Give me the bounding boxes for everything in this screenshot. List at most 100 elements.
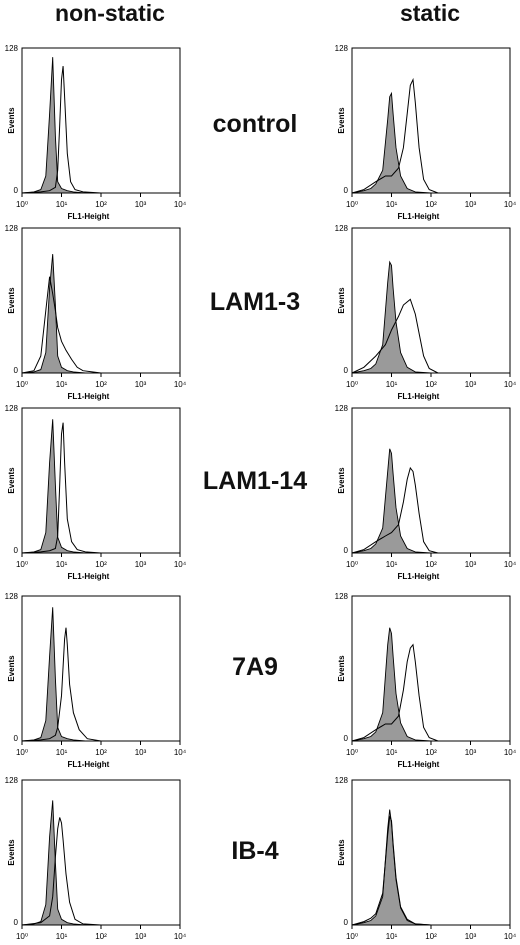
row-label-lam1-3: LAM1-3 (209, 288, 301, 316)
y-tick-label: 128 (5, 776, 19, 785)
column-title-non-static: non-static (55, 0, 165, 26)
plot-frame (351, 47, 511, 194)
x-axis-label: FL1-Height (67, 760, 109, 769)
y-axis-label: Events (337, 839, 346, 866)
open-histogram-line (21, 817, 102, 926)
histogram-lam1-14-non-static: 10⁰ 10¹ 10² 10³ 10⁴ 0 128 FL1-Height Events (5, 404, 187, 581)
plot-frame (351, 595, 511, 742)
y-tick-label: 0 (14, 186, 19, 195)
x-axis-label: FL1-Height (397, 212, 439, 221)
x-tick-label: 10² (425, 748, 437, 757)
histogram-7a9-static: 10⁰ 10¹ 10² 10³ 10⁴ 0 128 FL1-Height Events (335, 592, 517, 769)
y-tick-label: 0 (14, 546, 19, 555)
x-tick-label: 10¹ (386, 200, 398, 209)
x-axis-label: FL1-Height (397, 392, 439, 401)
x-tick-label: 10⁴ (504, 200, 517, 209)
y-tick-label: 0 (14, 366, 19, 375)
open-histogram-line (21, 276, 102, 374)
row-label-ib-4: IB-4 (231, 837, 279, 865)
x-tick-label: 10⁰ (16, 748, 28, 757)
x-tick-label: 10¹ (386, 560, 398, 569)
x-axis-label: FL1-Height (67, 572, 109, 581)
histogram-lam1-3-non-static: 10⁰ 10¹ 10² 10³ 10⁴ 0 128 FL1-Height Events (5, 224, 187, 401)
x-tick-label: 10¹ (56, 380, 68, 389)
x-tick-label: 10² (95, 380, 107, 389)
histogram-control-non-static: 10⁰ 10¹ 10² 10³ 10⁴ 0 128 FL1-Height Events (5, 44, 187, 221)
x-tick-label: 10⁴ (174, 748, 187, 757)
open-histogram-line (21, 66, 102, 194)
x-tick-label: 10³ (465, 380, 477, 389)
x-tick-label: 10² (95, 932, 107, 941)
y-tick-label: 0 (344, 734, 349, 743)
y-tick-label: 128 (5, 592, 19, 601)
x-tick-label: 10² (425, 200, 437, 209)
x-tick-label: 10⁰ (346, 380, 358, 389)
open-histogram-line (351, 77, 439, 194)
y-tick-label: 128 (335, 404, 349, 413)
filled-histogram (351, 260, 432, 374)
x-tick-label: 10³ (135, 932, 147, 941)
x-tick-label: 10³ (135, 380, 147, 389)
x-tick-label: 10² (425, 380, 437, 389)
histogram-lam1-14-static: 10⁰ 10¹ 10² 10³ 10⁴ 0 128 FL1-Height Events (335, 404, 517, 581)
y-tick-label: 128 (335, 776, 349, 785)
x-tick-label: 10³ (465, 748, 477, 757)
x-tick-label: 10⁴ (174, 560, 187, 569)
x-tick-label: 10³ (135, 560, 147, 569)
y-tick-label: 128 (335, 224, 349, 233)
x-tick-label: 10⁰ (16, 200, 28, 209)
x-tick-label: 10⁰ (16, 560, 28, 569)
x-tick-label: 10³ (465, 560, 477, 569)
x-tick-label: 10² (95, 560, 107, 569)
x-tick-label: 10⁰ (346, 748, 358, 757)
y-axis-label: Events (337, 287, 346, 314)
y-tick-label: 0 (344, 366, 349, 375)
x-tick-label: 10² (425, 560, 437, 569)
filled-histogram (21, 419, 101, 554)
y-tick-label: 128 (5, 404, 19, 413)
filled-histogram (21, 800, 101, 926)
x-tick-label: 10⁰ (346, 560, 358, 569)
open-histogram-line (351, 298, 439, 374)
x-tick-label: 10² (425, 932, 437, 941)
x-axis-label: FL1-Height (397, 572, 439, 581)
x-axis-label: FL1-Height (67, 212, 109, 221)
histogram-7a9-non-static: 10⁰ 10¹ 10² 10³ 10⁴ 0 128 FL1-Height Events (5, 592, 187, 769)
y-tick-label: 0 (344, 918, 349, 927)
x-tick-label: 10¹ (386, 748, 398, 757)
y-axis-label: Events (7, 287, 16, 314)
x-tick-label: 10⁴ (174, 200, 187, 209)
x-tick-label: 10⁴ (504, 560, 517, 569)
x-tick-label: 10³ (135, 748, 147, 757)
column-title-static: static (399, 0, 461, 26)
x-tick-label: 10⁴ (504, 932, 517, 941)
filled-histogram (21, 254, 101, 374)
x-axis-label: FL1-Height (67, 392, 109, 401)
plot-frame (351, 227, 511, 374)
x-tick-label: 10¹ (56, 932, 68, 941)
x-tick-label: 10¹ (56, 560, 68, 569)
open-histogram-line (351, 466, 439, 554)
y-axis-label: Events (7, 107, 16, 134)
filled-histogram (21, 57, 101, 194)
filled-histogram (351, 448, 432, 554)
y-tick-label: 0 (14, 918, 19, 927)
histogram-control-static: 10⁰ 10¹ 10² 10³ 10⁴ 0 128 FL1-Height Events (335, 44, 517, 221)
x-tick-label: 10¹ (386, 380, 398, 389)
x-tick-label: 10³ (135, 200, 147, 209)
x-tick-label: 10¹ (56, 200, 68, 209)
x-tick-label: 10² (95, 200, 107, 209)
x-tick-label: 10⁰ (16, 932, 28, 941)
x-tick-label: 10¹ (56, 748, 68, 757)
y-tick-label: 128 (5, 44, 19, 53)
histogram-lam1-3-static: 10⁰ 10¹ 10² 10³ 10⁴ 0 128 FL1-Height Events (335, 224, 517, 401)
x-tick-label: 10² (95, 748, 107, 757)
y-tick-label: 128 (335, 592, 349, 601)
plot-frame (351, 407, 511, 554)
filled-histogram (351, 91, 432, 194)
x-tick-label: 10³ (465, 200, 477, 209)
x-tick-label: 10⁴ (174, 380, 187, 389)
open-histogram-line (351, 643, 439, 742)
y-axis-label: Events (337, 655, 346, 682)
